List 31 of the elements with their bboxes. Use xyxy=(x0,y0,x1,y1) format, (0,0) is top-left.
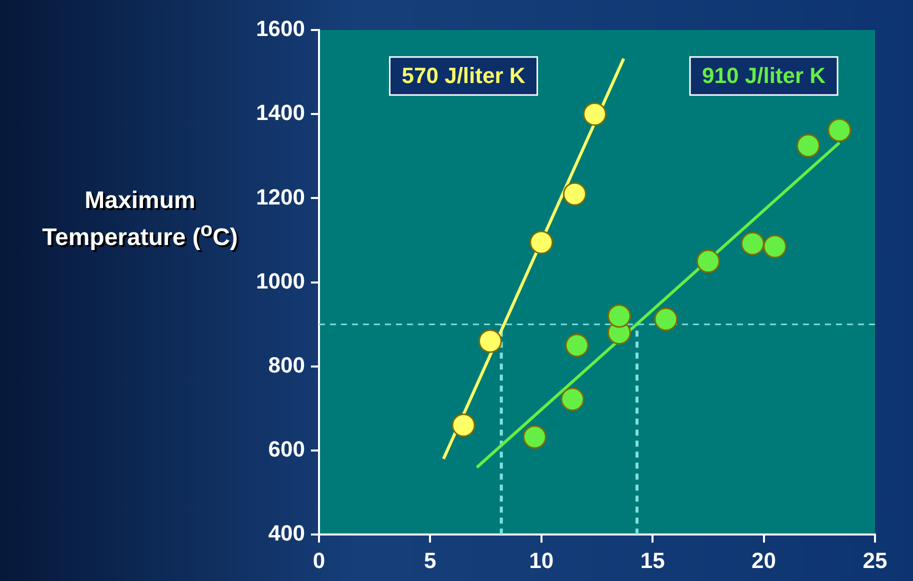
point xyxy=(828,118,852,142)
x-tick-label: 20 xyxy=(752,548,776,573)
point xyxy=(522,425,546,449)
x-tick-label: 0 xyxy=(312,548,326,573)
x-tick-label: 25 xyxy=(862,548,888,573)
text: 570 J/liter K xyxy=(402,63,526,88)
y-tick-label: 1600 xyxy=(256,16,305,42)
y-tick-label: 600 xyxy=(268,436,305,462)
point xyxy=(763,234,787,258)
x-tick-label: 10 xyxy=(529,548,554,573)
y-axis-title: Maximum Temperature ($^{o}$C) xyxy=(41,186,239,254)
x-tick-label: 15 xyxy=(640,548,665,573)
point xyxy=(696,250,720,274)
point xyxy=(582,102,606,126)
y-tick-label: 800 xyxy=(268,352,305,378)
y-tick-label: 400 xyxy=(268,520,305,546)
point xyxy=(562,182,586,206)
point xyxy=(740,232,764,256)
y-tick-label: 1200 xyxy=(256,184,305,210)
series-label: 910 J/liter K xyxy=(702,63,826,88)
point xyxy=(530,230,554,254)
point xyxy=(607,304,631,328)
point xyxy=(452,414,476,438)
point xyxy=(560,387,584,411)
point xyxy=(478,329,502,353)
y-tick-label: 1000 xyxy=(256,268,305,294)
point xyxy=(565,334,589,358)
x-tick-label: 5 xyxy=(424,548,436,573)
point xyxy=(796,134,820,158)
y-tick-label: 1400 xyxy=(256,100,305,126)
point xyxy=(654,308,678,332)
